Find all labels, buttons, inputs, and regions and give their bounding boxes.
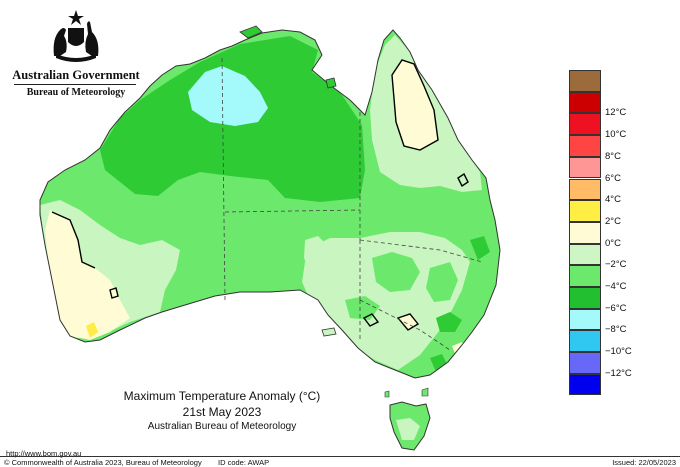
contour-se-loop-3 — [109, 287, 119, 299]
copyright-text: © Commonwealth of Australia 2023, Bureau… — [4, 458, 202, 467]
issued-date: Issued: 22/05/2023 — [612, 458, 676, 467]
tasmania-pale-zone — [396, 418, 420, 440]
kangaroo-island — [321, 327, 337, 337]
border-nt-sa — [224, 209, 361, 213]
legend-swatch — [569, 265, 601, 287]
contour-southwest — [51, 211, 96, 269]
legend-label: 8°C — [605, 150, 621, 162]
government-title: Australian Government — [12, 68, 140, 82]
anomaly-zone-se-dark-1 — [436, 312, 462, 332]
legend-label: 6°C — [605, 172, 621, 184]
anomaly-zone-se-green-1 — [372, 252, 420, 292]
map-title: Maximum Temperature Anomaly (°C) — [123, 389, 321, 403]
border-wa-nt-sa — [221, 57, 226, 301]
anomaly-zone-central-pale — [304, 236, 330, 272]
legend-swatch — [569, 352, 601, 374]
contour-se-loop-1 — [396, 313, 420, 331]
tasmania — [389, 401, 431, 451]
temperature-anomaly-map — [39, 25, 501, 451]
contour-ne-loop — [457, 172, 469, 188]
legend-label: 2°C — [605, 215, 621, 227]
contour-se-loop-2 — [362, 313, 380, 327]
legend-swatch — [569, 91, 601, 114]
border-qld-nsw — [359, 239, 483, 263]
border-nsw-vic — [359, 299, 451, 351]
logo-divider — [14, 84, 136, 85]
anomaly-zone-cape-york-2 — [392, 60, 438, 150]
legend-swatch — [569, 373, 601, 396]
anomaly-contours — [51, 59, 469, 331]
melville-island — [239, 25, 263, 39]
footer: © Commonwealth of Australia 2023, Bureau… — [0, 458, 680, 467]
colour-legend: 12°C 10°C 8°C 6°C 4°C 2°C 0°C −2°C −4°C −6°C −8°C −… — [569, 70, 679, 396]
bom-url-link[interactable]: http://www.bom.gov.au — [6, 449, 82, 458]
mainland-australia — [39, 29, 501, 379]
legend-label: −6°C — [605, 302, 627, 314]
anomaly-zone-se-dark-3 — [470, 236, 490, 260]
legend-swatch — [569, 287, 601, 309]
legend-swatch — [569, 330, 601, 353]
contour-cape-york — [391, 59, 439, 151]
legend-label: −4°C — [605, 281, 627, 292]
coat-of-arms-icon — [53, 10, 99, 62]
legend-label: 0°C — [605, 237, 621, 249]
anomaly-zone-southwest-yellow — [86, 322, 98, 338]
legend-label: −10°C — [605, 346, 632, 358]
legend-swatch — [569, 70, 601, 92]
anomaly-zone-southwest-cream — [45, 210, 130, 340]
map-caption: Maximum Temperature Anomaly (°C) 21st Ma… — [92, 388, 352, 434]
legend-label: −8°C — [605, 324, 627, 336]
king-island — [384, 390, 390, 398]
map-source: Australian Bureau of Meteorology — [147, 421, 297, 432]
legend-swatch — [569, 243, 601, 266]
agency-name: Bureau of Meteorology — [26, 87, 126, 98]
legend-swatch — [569, 308, 601, 331]
anomaly-zone-southeast-pale — [302, 232, 470, 370]
footer-divider — [0, 456, 680, 457]
map-date: 21st May 2023 — [182, 405, 262, 419]
mainland-coastline — [39, 29, 501, 379]
legend-swatch — [569, 178, 601, 201]
legend-label: −2°C — [605, 259, 627, 271]
id-code: ID code: AWAP — [218, 458, 270, 467]
flinders-island — [421, 387, 429, 397]
state-borders — [221, 57, 483, 351]
anomaly-zone-se-green-2 — [426, 262, 458, 302]
legend-swatch — [569, 200, 601, 222]
government-logo: Australian Government Bureau of Meteorol… — [8, 8, 140, 98]
legend-swatch — [569, 135, 601, 157]
anomaly-zone-north-cyan — [188, 66, 268, 126]
legend-swatch — [569, 221, 601, 244]
groote-island — [325, 77, 337, 89]
legend-label: −12°C — [605, 367, 632, 379]
legend-swatch — [569, 113, 601, 136]
legend-label: 4°C — [605, 194, 621, 206]
legend-label: 12°C — [605, 107, 627, 119]
legend-label: 10°C — [605, 129, 627, 141]
legend-swatch — [569, 156, 601, 179]
